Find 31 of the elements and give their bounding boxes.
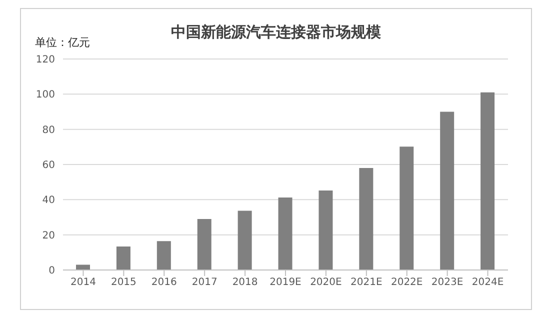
- bar: [278, 198, 292, 270]
- bar: [76, 264, 90, 270]
- y-tick-label: 40: [42, 195, 55, 206]
- y-tick-label: 60: [42, 160, 55, 172]
- x-tick-label: 2020E: [310, 277, 342, 288]
- y-tick-label: 20: [42, 230, 55, 242]
- bar: [400, 146, 414, 270]
- y-tick-label: 100: [36, 90, 55, 101]
- bar: [238, 210, 252, 270]
- x-tick-label: 2023E: [431, 277, 464, 288]
- bar: [480, 92, 495, 270]
- y-tick-label: 80: [42, 124, 55, 136]
- x-tick-label: 2022E: [390, 277, 423, 288]
- y-tick-label: 0: [48, 266, 55, 277]
- x-tick-label: 2024E: [472, 277, 504, 288]
- x-tick-label: 2019E: [270, 277, 302, 288]
- bar: [359, 168, 374, 270]
- x-tick-label: 2015: [110, 277, 136, 288]
- x-tick-label: 2017: [192, 277, 218, 288]
- bar: [116, 246, 130, 270]
- x-tick-label: 2018: [232, 277, 258, 288]
- bar: [440, 112, 454, 270]
- bar: [197, 219, 212, 270]
- bar: [318, 190, 333, 270]
- bar: [156, 241, 171, 270]
- y-axis-title: 单位：亿元: [35, 35, 90, 50]
- x-tick-label: 2016: [151, 277, 177, 288]
- x-tick-label: 2014: [70, 277, 96, 288]
- x-tick-label: 2021E: [350, 277, 382, 288]
- y-tick-label: 120: [36, 54, 55, 66]
- chart-title: 中国新能源汽车连接器市场规模: [171, 23, 381, 41]
